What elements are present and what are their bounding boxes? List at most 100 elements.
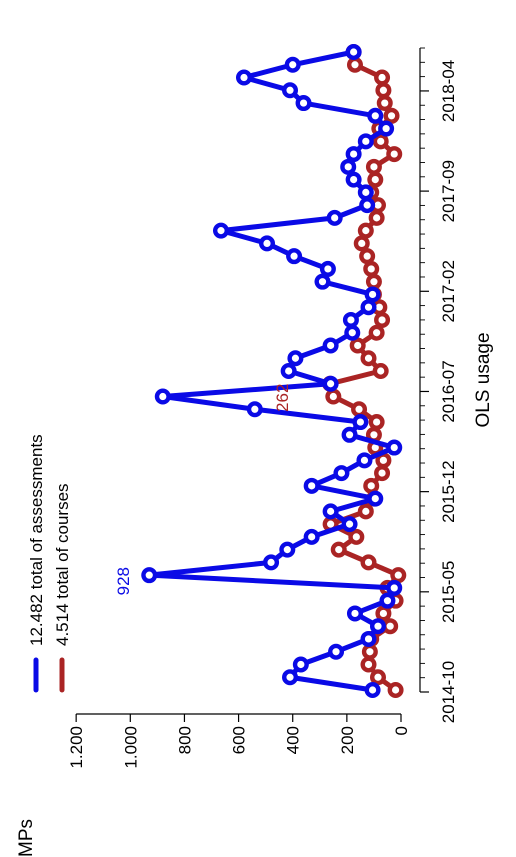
y-tick-label: 200 — [338, 726, 357, 754]
chart-title: OLS usage — [473, 332, 494, 427]
data-point — [286, 248, 303, 265]
series-line-segment — [289, 674, 373, 693]
data-point — [369, 618, 386, 635]
data-point — [246, 401, 263, 418]
series-line-segment — [292, 49, 355, 68]
data-point — [360, 554, 377, 571]
data-point — [363, 260, 380, 277]
data-point — [292, 656, 309, 673]
data-point — [322, 337, 339, 354]
data-point — [341, 516, 358, 533]
data-point — [352, 414, 369, 431]
data-point — [314, 273, 331, 290]
data-point — [367, 490, 384, 507]
data-point — [340, 158, 357, 175]
data-point — [349, 337, 366, 354]
legend-label: 4.514 total of courses — [53, 483, 72, 646]
data-point — [212, 222, 229, 239]
data-point — [378, 120, 395, 137]
y-axis-title: MPs — [16, 819, 37, 857]
data-point — [322, 375, 339, 392]
series-line-segment — [329, 368, 382, 387]
data-point — [235, 69, 252, 86]
data-point — [348, 528, 365, 545]
y-tick-label: 400 — [284, 726, 303, 754]
data-point — [333, 465, 350, 482]
data-point — [382, 618, 399, 635]
data-point — [375, 605, 392, 622]
data-point — [375, 82, 392, 99]
data-point — [295, 95, 312, 112]
data-point — [326, 209, 343, 226]
data-point — [263, 554, 280, 571]
data-point — [367, 107, 384, 124]
data-point — [359, 248, 376, 265]
data-point — [341, 426, 358, 443]
data-point — [364, 682, 381, 699]
y-tick-label: 0 — [392, 726, 411, 735]
series-line-segment — [162, 381, 331, 400]
series-line-segment — [220, 215, 335, 234]
series-layer — [141, 44, 407, 699]
y-axis: MPs 0 200 400 600 800 1.000 1.200 — [16, 713, 411, 857]
data-point — [328, 643, 345, 660]
data-annotation: 928 — [114, 567, 133, 595]
series-line-segment — [243, 62, 294, 80]
legend: 12.482 total of assessments 4.514 total o… — [27, 434, 72, 693]
data-point — [374, 69, 391, 86]
y-tick-label: 600 — [230, 726, 249, 754]
data-point — [361, 643, 378, 660]
x-tick-label: 2015-12 — [439, 460, 458, 522]
data-point — [279, 541, 296, 558]
data-point — [342, 311, 359, 328]
data-point — [357, 222, 374, 239]
data-point — [303, 528, 320, 545]
data-point — [387, 682, 404, 699]
data-point — [364, 286, 381, 303]
data-point — [365, 158, 382, 175]
data-point — [330, 541, 347, 558]
data-point — [284, 56, 301, 73]
x-tick-label: 2017-09 — [439, 160, 458, 222]
data-point — [369, 669, 386, 686]
x-tick-label: 2016-07 — [439, 360, 458, 422]
data-point — [368, 209, 385, 226]
legend-label: 12.482 total of assessments — [27, 434, 46, 646]
data-point — [367, 171, 384, 188]
data-point — [374, 465, 391, 482]
data-point — [325, 388, 342, 405]
data-point — [372, 363, 389, 380]
data-point — [344, 324, 361, 341]
series-line-segment — [321, 279, 374, 297]
data-point — [386, 146, 403, 163]
data-point — [383, 107, 400, 124]
data-point — [346, 56, 363, 73]
y-tick-label: 800 — [175, 726, 194, 754]
data-point — [376, 95, 393, 112]
data-point — [322, 503, 339, 520]
x-tick-label: 2014-10 — [439, 661, 458, 723]
data-point — [353, 235, 370, 252]
data-point — [368, 414, 385, 431]
data-point — [374, 311, 391, 328]
data-point — [357, 133, 374, 150]
x-tick-label: 2018-04 — [439, 60, 458, 122]
data-point — [365, 273, 382, 290]
series-line-segment — [303, 100, 376, 119]
series-line-segment — [254, 406, 361, 425]
data-point — [259, 235, 276, 252]
data-point — [303, 477, 320, 494]
data-point — [359, 197, 376, 214]
data-point — [360, 630, 377, 647]
data-point — [351, 401, 368, 418]
data-point — [357, 503, 374, 520]
data-point — [282, 82, 299, 99]
data-point — [319, 260, 336, 277]
data-point — [368, 324, 385, 341]
data-point — [363, 477, 380, 494]
data-point — [280, 363, 297, 380]
data-point — [360, 656, 377, 673]
data-point — [345, 146, 362, 163]
x-tick-label: 2015-05 — [439, 561, 458, 623]
